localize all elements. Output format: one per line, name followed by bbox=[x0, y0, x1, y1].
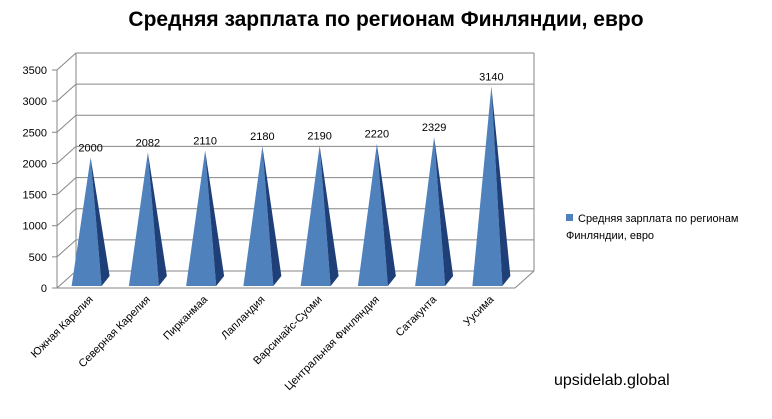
bar bbox=[415, 136, 446, 286]
gridline bbox=[56, 208, 534, 227]
legend: Средняя зарплата по регионам Финляндии, … bbox=[566, 211, 766, 245]
y-tick-label: 2500 bbox=[23, 127, 47, 139]
bar-side bbox=[262, 146, 282, 286]
bar-side bbox=[90, 157, 110, 286]
data-label: 3140 bbox=[479, 71, 503, 83]
bar bbox=[472, 86, 503, 286]
bar-side bbox=[376, 143, 396, 286]
y-tick-label: 0 bbox=[41, 283, 47, 295]
bar-side bbox=[434, 136, 454, 286]
x-tick-label: Пирканмаа bbox=[161, 293, 211, 343]
bar-side bbox=[319, 145, 339, 286]
bar-side bbox=[491, 86, 511, 286]
x-tick-label: Центральная Финляндия bbox=[283, 294, 382, 393]
chart-title: Средняя зарплата по регионам Финляндии, … bbox=[128, 8, 644, 31]
gridline bbox=[56, 114, 534, 133]
bar bbox=[357, 143, 388, 286]
gridline bbox=[56, 52, 534, 71]
data-label: 2110 bbox=[193, 136, 217, 148]
gridline bbox=[56, 83, 534, 102]
y-tick-label: 500 bbox=[29, 252, 47, 264]
data-label: 2190 bbox=[307, 131, 331, 143]
legend-label: Средняя зарплата по регионам Финляндии, … bbox=[566, 213, 739, 242]
x-tick-label: Южная Карелия bbox=[29, 294, 96, 361]
bar bbox=[243, 146, 274, 286]
x-tick-label: Уусима bbox=[461, 293, 497, 329]
floor-right-edge bbox=[514, 270, 535, 289]
bar bbox=[186, 150, 217, 286]
data-label: 2329 bbox=[422, 122, 446, 134]
y-tick-label: 2000 bbox=[23, 158, 47, 170]
watermark: upsidelab.global bbox=[554, 372, 670, 389]
data-label: 2180 bbox=[250, 131, 274, 143]
legend-swatch bbox=[566, 214, 573, 221]
x-tick-label: Лапландия bbox=[219, 294, 267, 342]
gridline bbox=[56, 239, 534, 258]
data-label: 2220 bbox=[365, 129, 389, 141]
bar bbox=[128, 152, 159, 286]
bar-side bbox=[205, 150, 225, 286]
gridline bbox=[56, 177, 534, 195]
y-tick-label: 3000 bbox=[23, 96, 47, 108]
y-tick-label: 1500 bbox=[23, 190, 47, 202]
x-tick-label: Сатакунта bbox=[394, 293, 440, 339]
y-tick-label: 1000 bbox=[23, 221, 47, 233]
y-tick-label: 3500 bbox=[23, 65, 47, 77]
data-label: 2082 bbox=[136, 137, 160, 149]
gridline bbox=[56, 145, 534, 164]
bar bbox=[71, 157, 102, 286]
gridline bbox=[56, 270, 534, 289]
bar bbox=[300, 145, 331, 286]
data-label: 2000 bbox=[78, 142, 102, 154]
bar-side bbox=[147, 152, 167, 286]
